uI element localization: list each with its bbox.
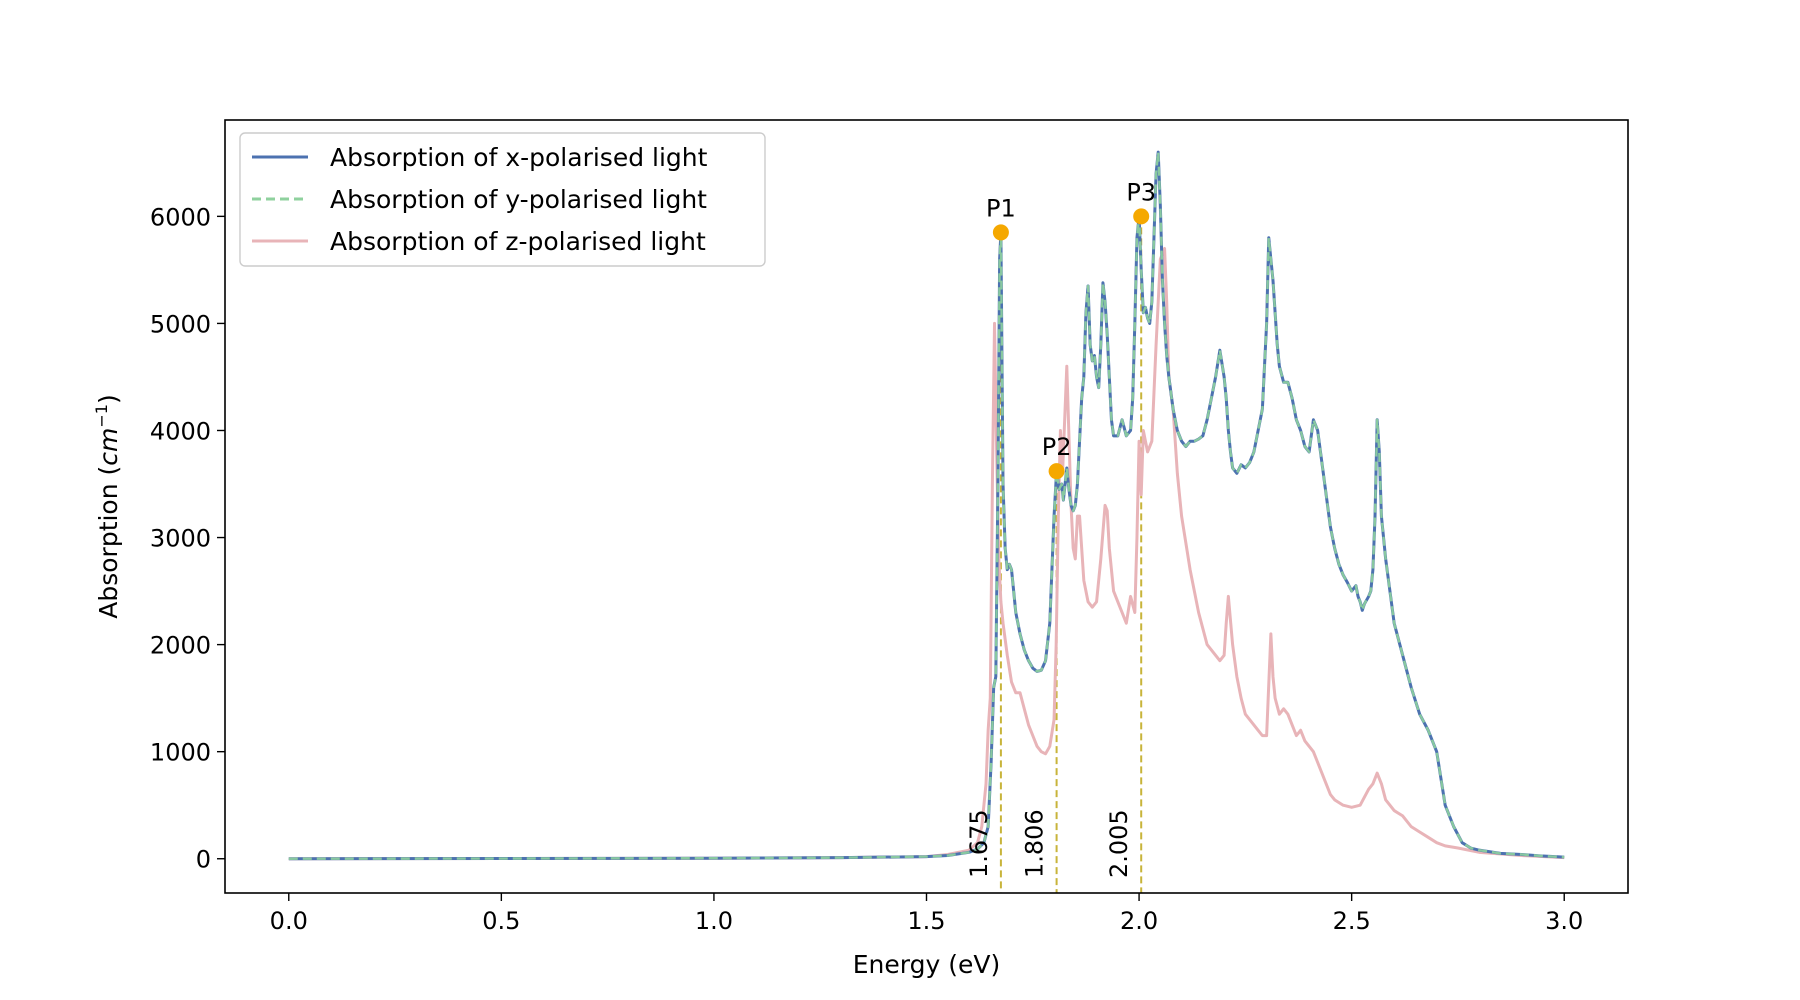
y-tick-label: 6000 <box>150 203 211 231</box>
y-tick-label: 2000 <box>150 632 211 660</box>
peak-label-3: P3 <box>1126 178 1156 206</box>
y-tick-label: 1000 <box>150 739 211 767</box>
peak-label-1: P1 <box>986 194 1016 222</box>
legend-label-1: Absorption of x-polarised light <box>330 143 708 172</box>
plot-area <box>288 150 1565 893</box>
y-tick-label: 3000 <box>150 525 211 553</box>
series-y-polarised-line <box>288 150 1565 860</box>
peak-value-3: 2.005 <box>1105 809 1133 878</box>
y-tick-label: 4000 <box>150 417 211 445</box>
series-z-polarised-line <box>288 246 1565 861</box>
peak-value-2: 1.806 <box>1021 809 1049 878</box>
legend: Absorption of x-polarised light Absorptio… <box>239 132 766 267</box>
axes: 0.0 0.5 1.0 1.5 2.0 2.5 3.0 0 1000 2000 3000 4000 50… <box>92 119 1629 979</box>
y-axis-label: Absorption (cm−1) <box>92 394 123 619</box>
x-axis-label: Energy (eV) <box>853 950 1000 979</box>
peak-marker-1 <box>992 224 1009 241</box>
x-tick-label: 1.5 <box>907 907 945 935</box>
x-tick-label: 2.5 <box>1333 907 1371 935</box>
legend-label-2: Absorption of y-polarised light <box>330 185 707 214</box>
x-tick-label: 0.5 <box>482 907 520 935</box>
x-tick-label: 0.0 <box>270 907 308 935</box>
peak-marker-3 <box>1133 208 1150 225</box>
x-tick-label: 2.0 <box>1120 907 1158 935</box>
y-tick-label: 0 <box>196 846 211 874</box>
y-tick-label: 5000 <box>150 310 211 338</box>
peak-marker-2 <box>1048 463 1065 480</box>
x-tick-label: 3.0 <box>1545 907 1583 935</box>
x-tick-label: 1.0 <box>695 907 733 935</box>
peak-label-2: P2 <box>1042 433 1072 461</box>
peak-value-1: 1.675 <box>965 809 993 878</box>
legend-label-3: Absorption of z-polarised light <box>330 227 706 256</box>
legend-box <box>239 132 766 267</box>
